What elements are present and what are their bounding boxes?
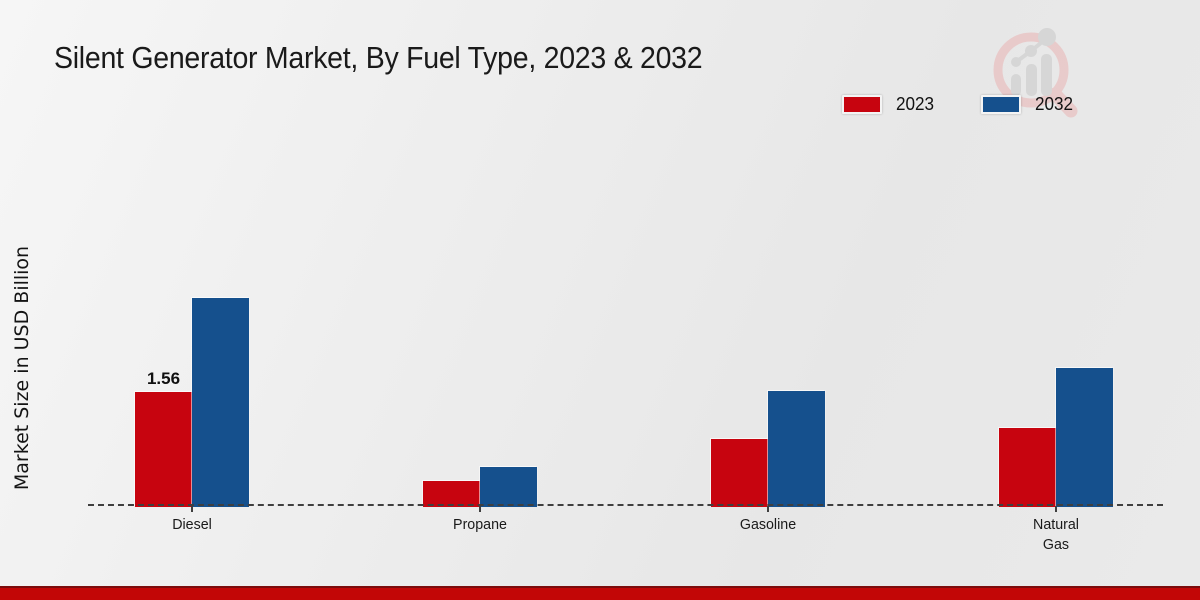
x-axis-tick xyxy=(767,506,769,512)
bar-diesel-2023 xyxy=(135,392,192,507)
category-label-diesel: Diesel xyxy=(172,516,212,533)
category-label-propane: Propane xyxy=(453,516,507,533)
bar-gasoline-2023 xyxy=(711,439,768,507)
legend-swatch-2023 xyxy=(842,95,882,114)
category-label-natural-gas: Natural Gas xyxy=(1033,516,1079,554)
legend-label-2032: 2032 xyxy=(1035,94,1074,114)
chart-title: Silent Generator Market, By Fuel Type, 2… xyxy=(54,40,703,75)
category-label-gasoline: Gasoline xyxy=(739,516,797,533)
bar-value-label: 1.56 xyxy=(146,369,181,388)
bar-gasoline-2032 xyxy=(768,391,825,507)
legend-item-2032: 2032 xyxy=(981,94,1074,115)
bar-natural-gas-2023 xyxy=(999,428,1056,507)
y-axis-label: Market Size in USD Billion xyxy=(11,245,33,491)
bar-propane-2032 xyxy=(480,467,537,507)
x-axis-tick xyxy=(191,506,193,512)
x-axis-tick xyxy=(1055,506,1057,512)
magnifier-bar-chart-logo-icon xyxy=(993,28,1078,118)
bar-propane-2023 xyxy=(423,481,480,507)
legend-swatch-2032 xyxy=(981,95,1022,114)
x-axis-line xyxy=(88,504,1163,506)
footer-stripe xyxy=(0,586,1200,600)
x-axis-tick xyxy=(479,506,481,512)
legend: 2023 2032 xyxy=(842,94,1074,115)
bar-diesel-2032 xyxy=(192,298,249,507)
legend-label-2023: 2023 xyxy=(896,94,935,114)
legend-item-2023: 2023 xyxy=(842,94,935,115)
bar-natural-gas-2032 xyxy=(1056,368,1113,507)
